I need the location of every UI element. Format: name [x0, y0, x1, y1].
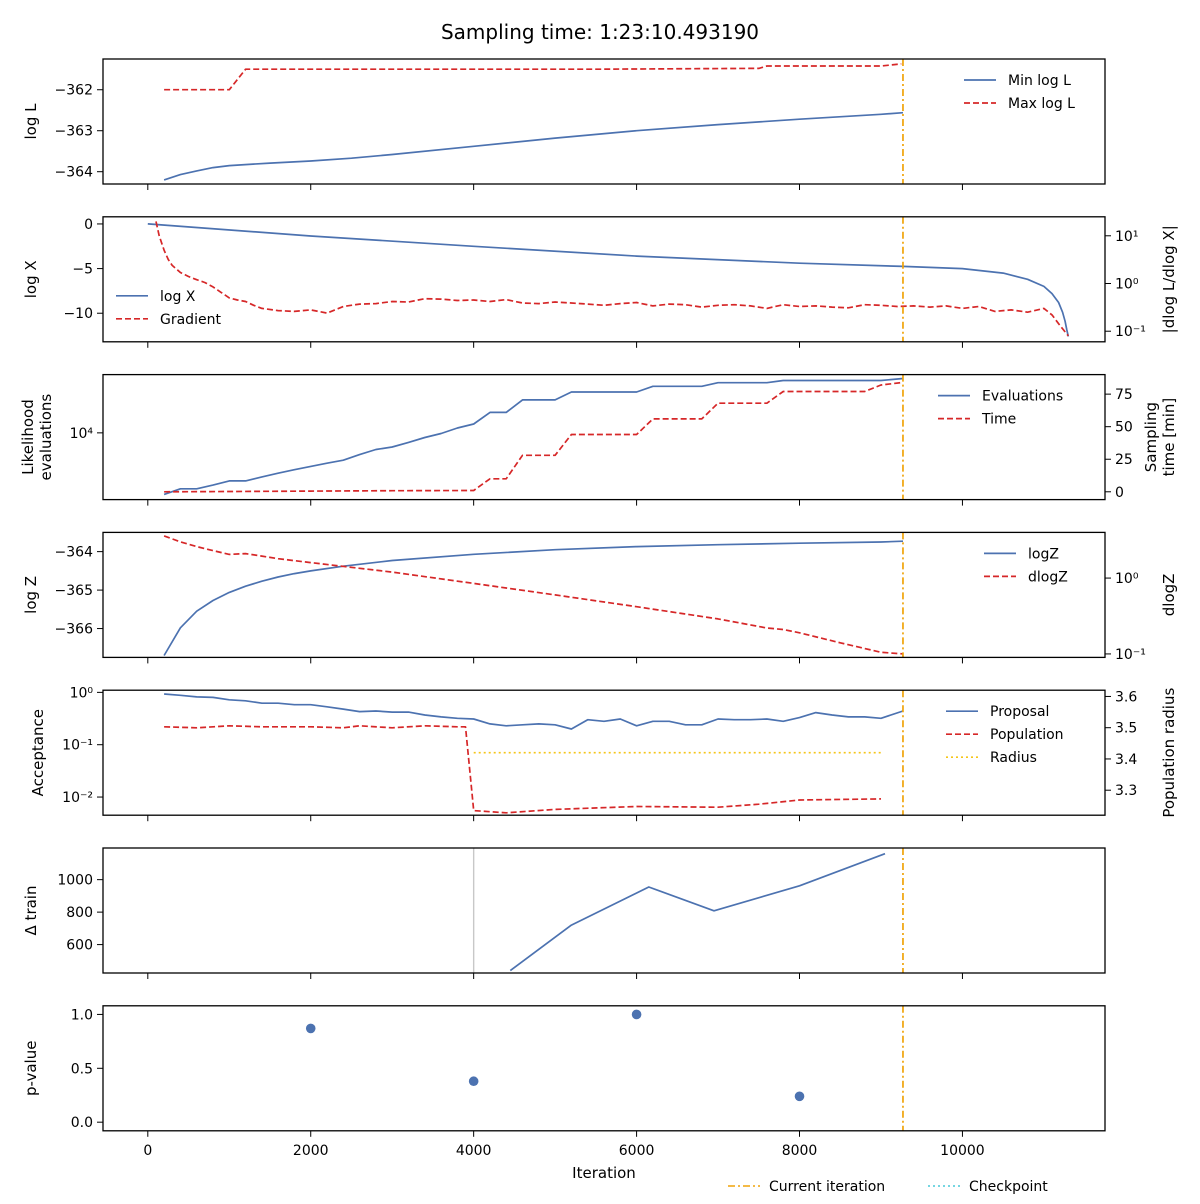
y-axis-label: Likelihood: [19, 399, 37, 475]
panel-log-l: −364 −363 −362 log L Min log L Max log L: [22, 58, 1106, 190]
y2-tick-label: 50: [1115, 420, 1133, 436]
x-tick-label: 6000: [619, 1143, 655, 1159]
y-tick-label: 10⁴: [70, 426, 94, 442]
scatter-point: [794, 1091, 805, 1102]
x-tick-label: 4000: [456, 1143, 492, 1159]
legend-label-time: Time: [981, 412, 1016, 428]
panel-log-x: 0 −5 −10 10¹ 10⁰ 10⁻¹ log X |dlog L/dlog X| log …: [22, 216, 1178, 348]
axes-frame: [102, 1005, 1106, 1132]
legend-label-logz: logZ: [1028, 546, 1059, 562]
y-axis-label: Δ train: [22, 886, 40, 936]
series-line-logz: [163, 540, 904, 656]
y2-tick-label: 10⁻¹: [1115, 647, 1146, 663]
y-tick-label: −362: [55, 83, 93, 99]
y2-tick-label: 10⁰: [1115, 571, 1139, 587]
panel-evaluations: 10⁴ 0 25 50 75 Likelihood evaluations Sampling t…: [19, 373, 1178, 506]
axes-frame: [102, 531, 1106, 659]
series-line-min-log-l: [163, 111, 904, 181]
series-line-series: [509, 852, 886, 972]
series-line-log-x: [147, 223, 1070, 337]
legend-label-evaluations: Evaluations: [982, 389, 1063, 405]
y-tick-label: 0.0: [71, 1115, 93, 1131]
figure-title: Sampling time: 1:23:10.493190: [441, 20, 759, 44]
y2-tick-label: 3.3: [1115, 783, 1137, 799]
x-axis-label: Iteration: [572, 1164, 636, 1182]
y-tick-label: 0: [84, 217, 93, 233]
x-tick-label: 0: [143, 1143, 152, 1159]
y-axis-label: log X: [22, 260, 40, 298]
y2-tick-label: 10⁰: [1115, 277, 1139, 293]
y-tick-label: −365: [55, 583, 93, 599]
y2-tick-label: 3.6: [1115, 689, 1137, 705]
y2-tick-label: 75: [1115, 387, 1133, 403]
scatter-point: [631, 1009, 642, 1020]
panel-delta-train: 600 800 1000 Δ train: [22, 847, 1106, 979]
y-tick-label: −364: [55, 545, 94, 561]
axes-frame: [102, 58, 1106, 185]
legend-label-population: Population: [990, 727, 1064, 743]
y2-axis-label: Sampling: [1142, 402, 1160, 472]
series-line-gradient: [155, 221, 1069, 337]
y2-axis-label: time [min]: [1160, 398, 1178, 477]
legend-label-radius: Radius: [990, 750, 1037, 766]
y2-tick-label: 10⁻¹: [1115, 324, 1146, 340]
y-axis-label: Acceptance: [29, 709, 47, 796]
axes-frame: [102, 216, 1106, 343]
y2-tick-label: 10¹: [1115, 229, 1138, 245]
y-axis-label: log L: [22, 103, 40, 140]
y-tick-label: 1000: [57, 873, 93, 889]
axes-frame: [102, 847, 1106, 974]
x-tick-label: 2000: [293, 1143, 329, 1159]
series-line-proposal: [164, 693, 904, 730]
legend-label-current-iteration: Current iteration: [769, 1179, 885, 1195]
y2-axis-label: |dlog L/dlog X|: [1160, 225, 1178, 333]
y-tick-label: −5: [72, 262, 93, 278]
y-axis-label: log Z: [22, 576, 40, 614]
y-axis-label: p-value: [22, 1041, 40, 1097]
y-tick-label: 600: [66, 938, 93, 954]
series-line-time: [164, 381, 904, 493]
y2-tick-label: 3.4: [1115, 752, 1137, 768]
panel-acceptance: 10⁰ 10⁻¹ 10⁻² 3.6 3.5 3.4 3.3 Acceptance Populat…: [29, 685, 1178, 822]
axes-frame: [102, 373, 1106, 501]
y-tick-label: 10⁻²: [62, 790, 93, 806]
legend-label-gradient: Gradient: [160, 312, 221, 328]
legend-label-log-x: log X: [160, 289, 196, 305]
scatter-point: [305, 1023, 316, 1034]
scatter-point: [468, 1076, 479, 1087]
series-line-dlogz: [163, 535, 904, 655]
y2-tick-label: 0: [1115, 485, 1124, 501]
panels: −364 −363 −362 log L Min log L Max log L 0 −5 −1…: [19, 58, 1178, 1159]
y2-tick-label: 3.5: [1115, 721, 1137, 737]
y2-axis-label: Population radius: [1160, 688, 1178, 818]
y-tick-label: 10⁻¹: [62, 738, 93, 754]
y2-axis-label: dlogZ: [1160, 574, 1178, 617]
legend-label-dlogz: dlogZ: [1028, 569, 1068, 585]
y-tick-label: −10: [63, 306, 93, 322]
panel-p-value: 1.0 0.5 0.0 p-value 0 2000 4000 6000 8000 10000: [22, 1005, 1106, 1159]
series-line-max-log-l: [164, 63, 902, 91]
legend-label-max-log-l: Max log L: [1008, 96, 1075, 112]
x-tick-label: 8000: [782, 1143, 818, 1159]
legend-label-proposal: Proposal: [990, 704, 1049, 720]
x-tick-label: 10000: [940, 1143, 985, 1159]
y2-tick-label: 25: [1115, 452, 1133, 468]
series-line-evaluations: [163, 377, 904, 496]
y-tick-label: 10⁰: [70, 685, 94, 701]
y-axis-label: evaluations: [37, 394, 55, 481]
legend-label-checkpoint: Checkpoint: [969, 1179, 1048, 1195]
series-line-population: [164, 724, 882, 814]
y-tick-label: 1.0: [71, 1007, 93, 1023]
panel-log-z: −364 −365 −366 10⁰ 10⁻¹ log Z dlogZ logZ dlogZ: [22, 531, 1178, 664]
legend-label-min-log-l: Min log L: [1008, 73, 1071, 89]
y-tick-label: 0.5: [71, 1061, 93, 1077]
bottom-legend: Current iteration Checkpoint: [728, 1179, 1048, 1195]
axes-frame: [102, 689, 1106, 816]
y-tick-label: −366: [55, 622, 94, 638]
y-tick-label: 800: [66, 905, 93, 921]
y-tick-label: −364: [55, 165, 94, 181]
y-tick-label: −363: [55, 124, 93, 140]
